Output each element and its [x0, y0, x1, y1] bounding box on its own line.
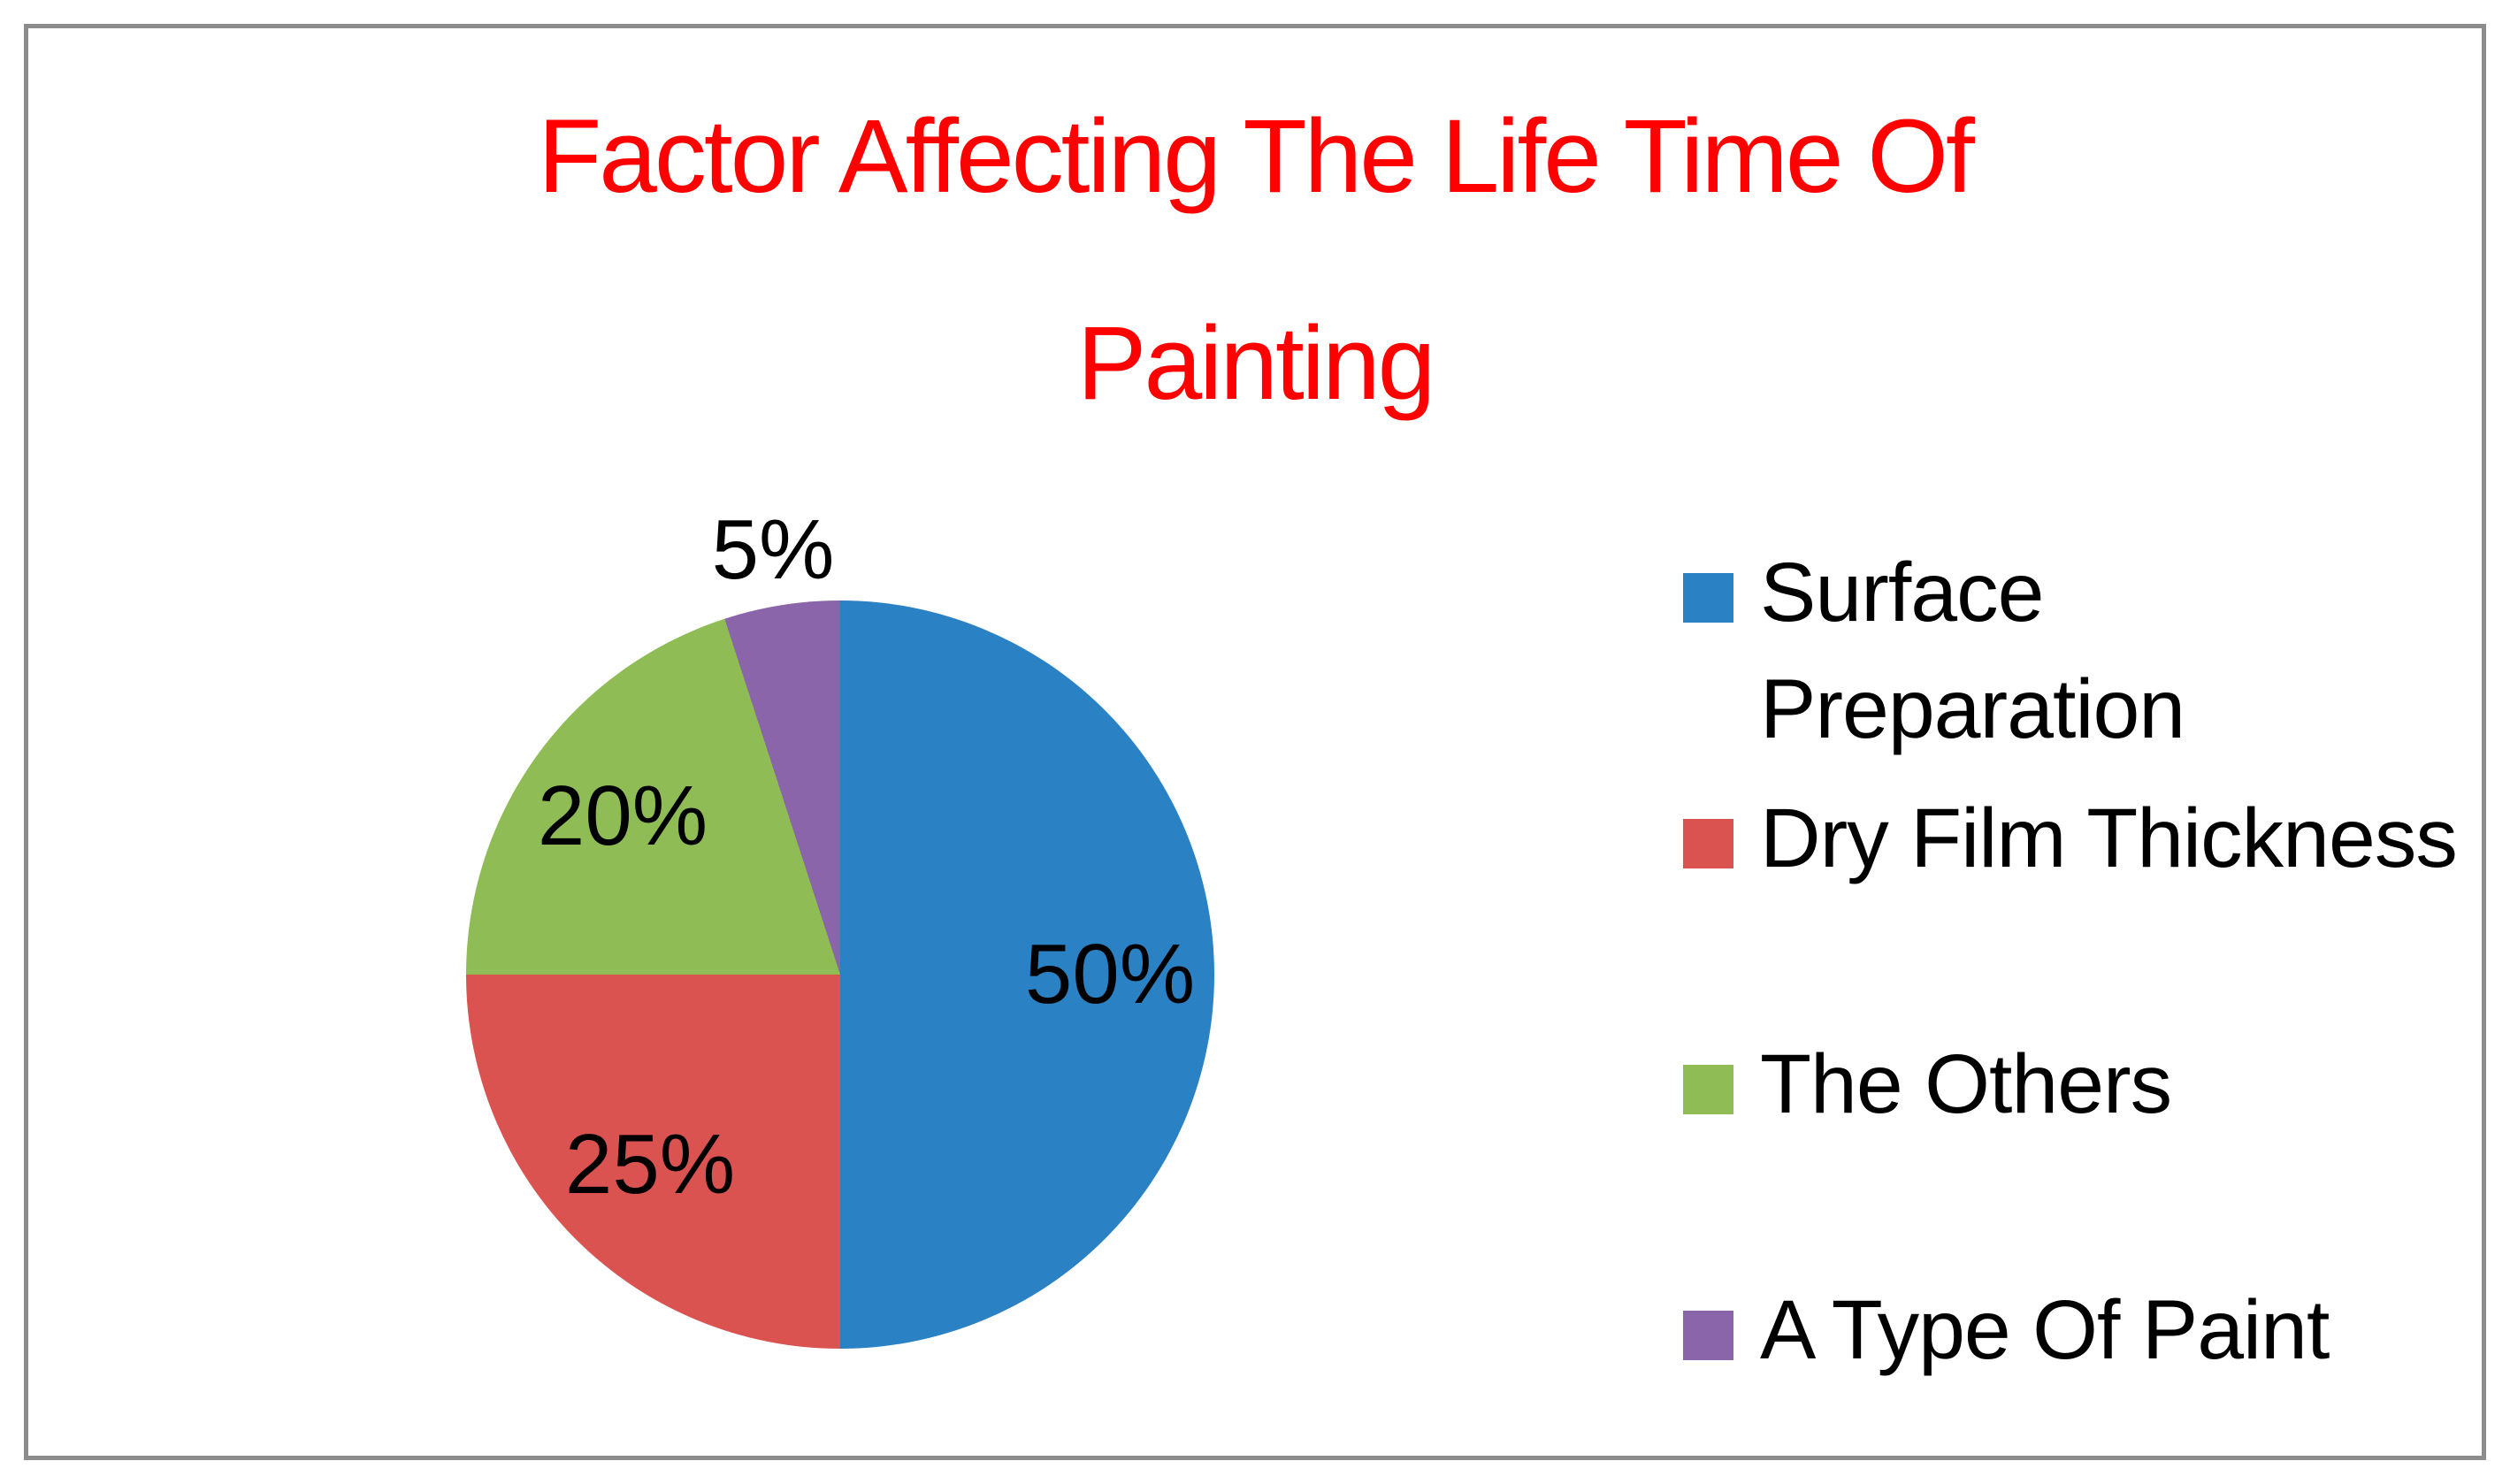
pie-label-1: 50%	[1024, 927, 1196, 1021]
pie-chart	[466, 600, 1214, 1349]
legend-swatch-icon	[1683, 1311, 1733, 1360]
legend-label: Dry Film Thickness	[1760, 792, 2458, 885]
legend-label: A Type Of Paint	[1760, 1283, 2330, 1377]
chart-title: Factor Affecting The Life Time Of Painti…	[28, 103, 2482, 417]
pie-label-2: 25%	[564, 1117, 736, 1212]
chart-border-frame	[24, 24, 2486, 1460]
legend-label: The Others	[1760, 1037, 2172, 1131]
chart-title-line-2: Painting	[1076, 305, 1435, 422]
legend-swatch-icon	[1683, 1065, 1733, 1114]
legend-swatch-icon	[1683, 573, 1733, 623]
legend-label: Surface Preparation	[1760, 546, 2185, 756]
pie-label-4: 5%	[711, 502, 835, 597]
pie-label-3: 20%	[537, 769, 708, 863]
chart-title-line-1: Factor Affecting The Life Time Of	[538, 98, 1975, 215]
legend-swatch-icon	[1683, 819, 1733, 868]
